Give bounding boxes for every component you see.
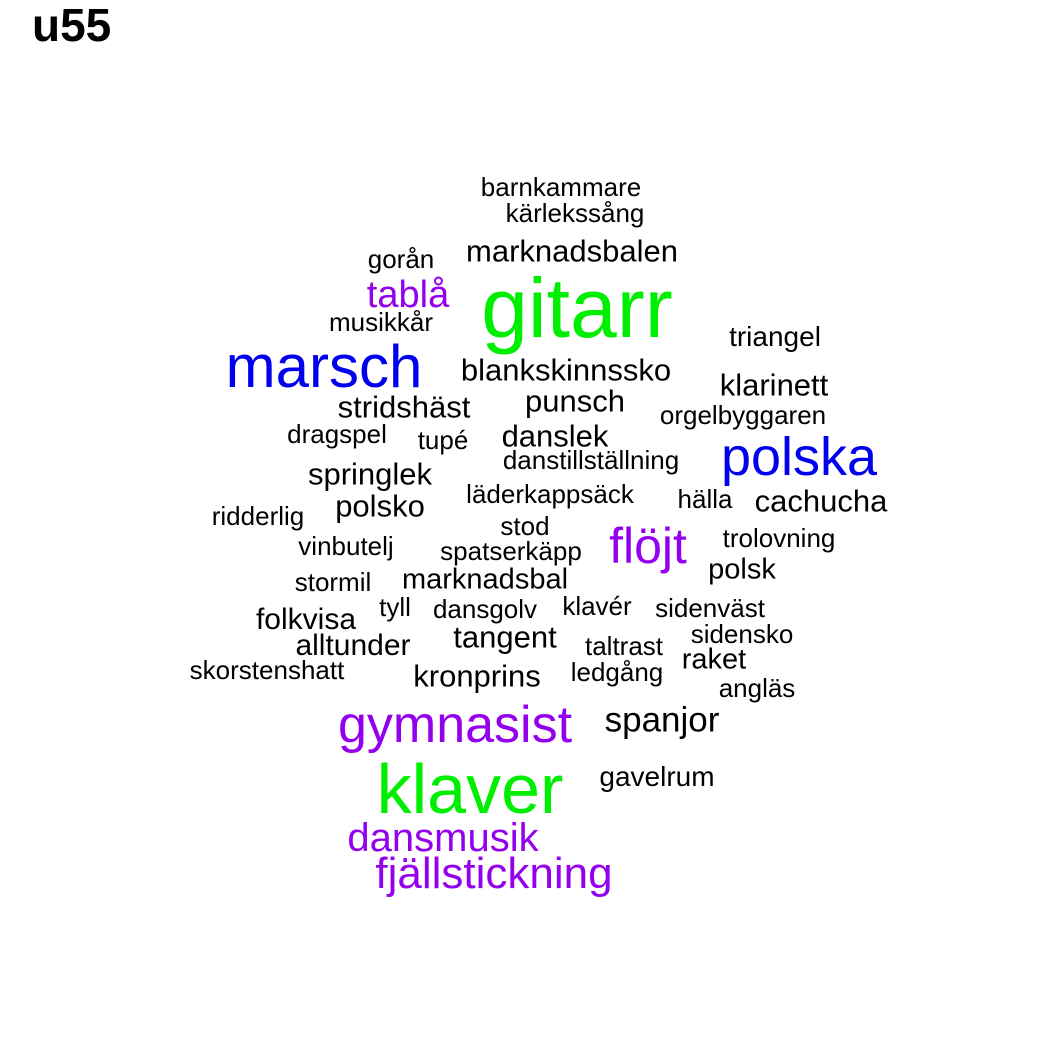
cloud-word: marknadsbal: [401, 563, 569, 596]
cloud-word: klavér: [562, 591, 632, 621]
cloud-word: marknadsbalen: [466, 233, 678, 269]
cloud-word: angläs: [718, 673, 796, 703]
cloud-word: stod: [500, 511, 550, 541]
cloud-word: hälla: [677, 484, 733, 514]
cloud-word: springlek: [307, 456, 433, 492]
cloud-word: klaver: [376, 750, 564, 828]
cloud-word: orgelbyggaren: [659, 400, 827, 430]
cloud-word: stridshäst: [337, 389, 471, 425]
cloud-word: stormil: [294, 567, 372, 597]
cloud-word: sidensko: [690, 619, 794, 649]
cloud-word: ledgång: [570, 657, 664, 687]
cloud-word: dragspel: [287, 419, 387, 449]
cloud-word: tangent: [453, 619, 557, 655]
cloud-word: spanjor: [604, 700, 720, 740]
cloud-word: cachucha: [754, 483, 888, 519]
cloud-word: klarinett: [719, 367, 829, 403]
cloud-word: triangel: [729, 321, 821, 352]
cloud-word: alltunder: [295, 629, 411, 662]
cloud-word: tyll: [379, 592, 411, 622]
cloud-word: spatserkäpp: [440, 536, 582, 566]
cloud-word: gavelrum: [599, 761, 715, 792]
cloud-title: u55: [32, 0, 112, 51]
cloud-word: taltrast: [584, 631, 664, 661]
cloud-word: polsko: [335, 488, 425, 524]
cloud-word: dansmusik: [347, 816, 539, 860]
cloud-word: gitarr: [481, 261, 673, 355]
cloud-word: flöjt: [609, 518, 687, 574]
cloud-word: danstillställning: [502, 445, 680, 475]
cloud-word: blankskinnssko: [460, 352, 672, 388]
cloud-word: sidenväst: [655, 593, 765, 623]
cloud-word: punsch: [525, 383, 625, 419]
cloud-word: kärlekssång: [505, 198, 645, 228]
cloud-word: danslek: [501, 418, 609, 454]
cloud-word: fjällstickning: [375, 849, 613, 898]
cloud-word: skorstenshatt: [189, 655, 345, 685]
cloud-word: folkvisa: [255, 603, 357, 636]
cloud-word: vinbutelj: [298, 531, 394, 561]
cloud-word: dansgolv: [432, 594, 538, 624]
cloud-word: raket: [681, 643, 747, 676]
cloud-word: trolovning: [722, 523, 836, 553]
cloud-word: kronprins: [413, 658, 541, 694]
cloud-word: läderkappsäck: [466, 479, 634, 509]
cloud-word: barnkammare: [480, 172, 642, 202]
cloud-word: marsch: [225, 333, 423, 400]
cloud-word: polsk: [708, 553, 776, 586]
cloud-word: polska: [720, 427, 878, 487]
cloud-word: ridderlig: [211, 501, 305, 531]
cloud-word: tupé: [417, 425, 469, 455]
cloud-word: musikkår: [328, 307, 434, 337]
cloud-word: gymnasist: [337, 696, 573, 754]
cloud-word: gorån: [367, 244, 435, 274]
cloud-word: tablå: [366, 274, 450, 316]
